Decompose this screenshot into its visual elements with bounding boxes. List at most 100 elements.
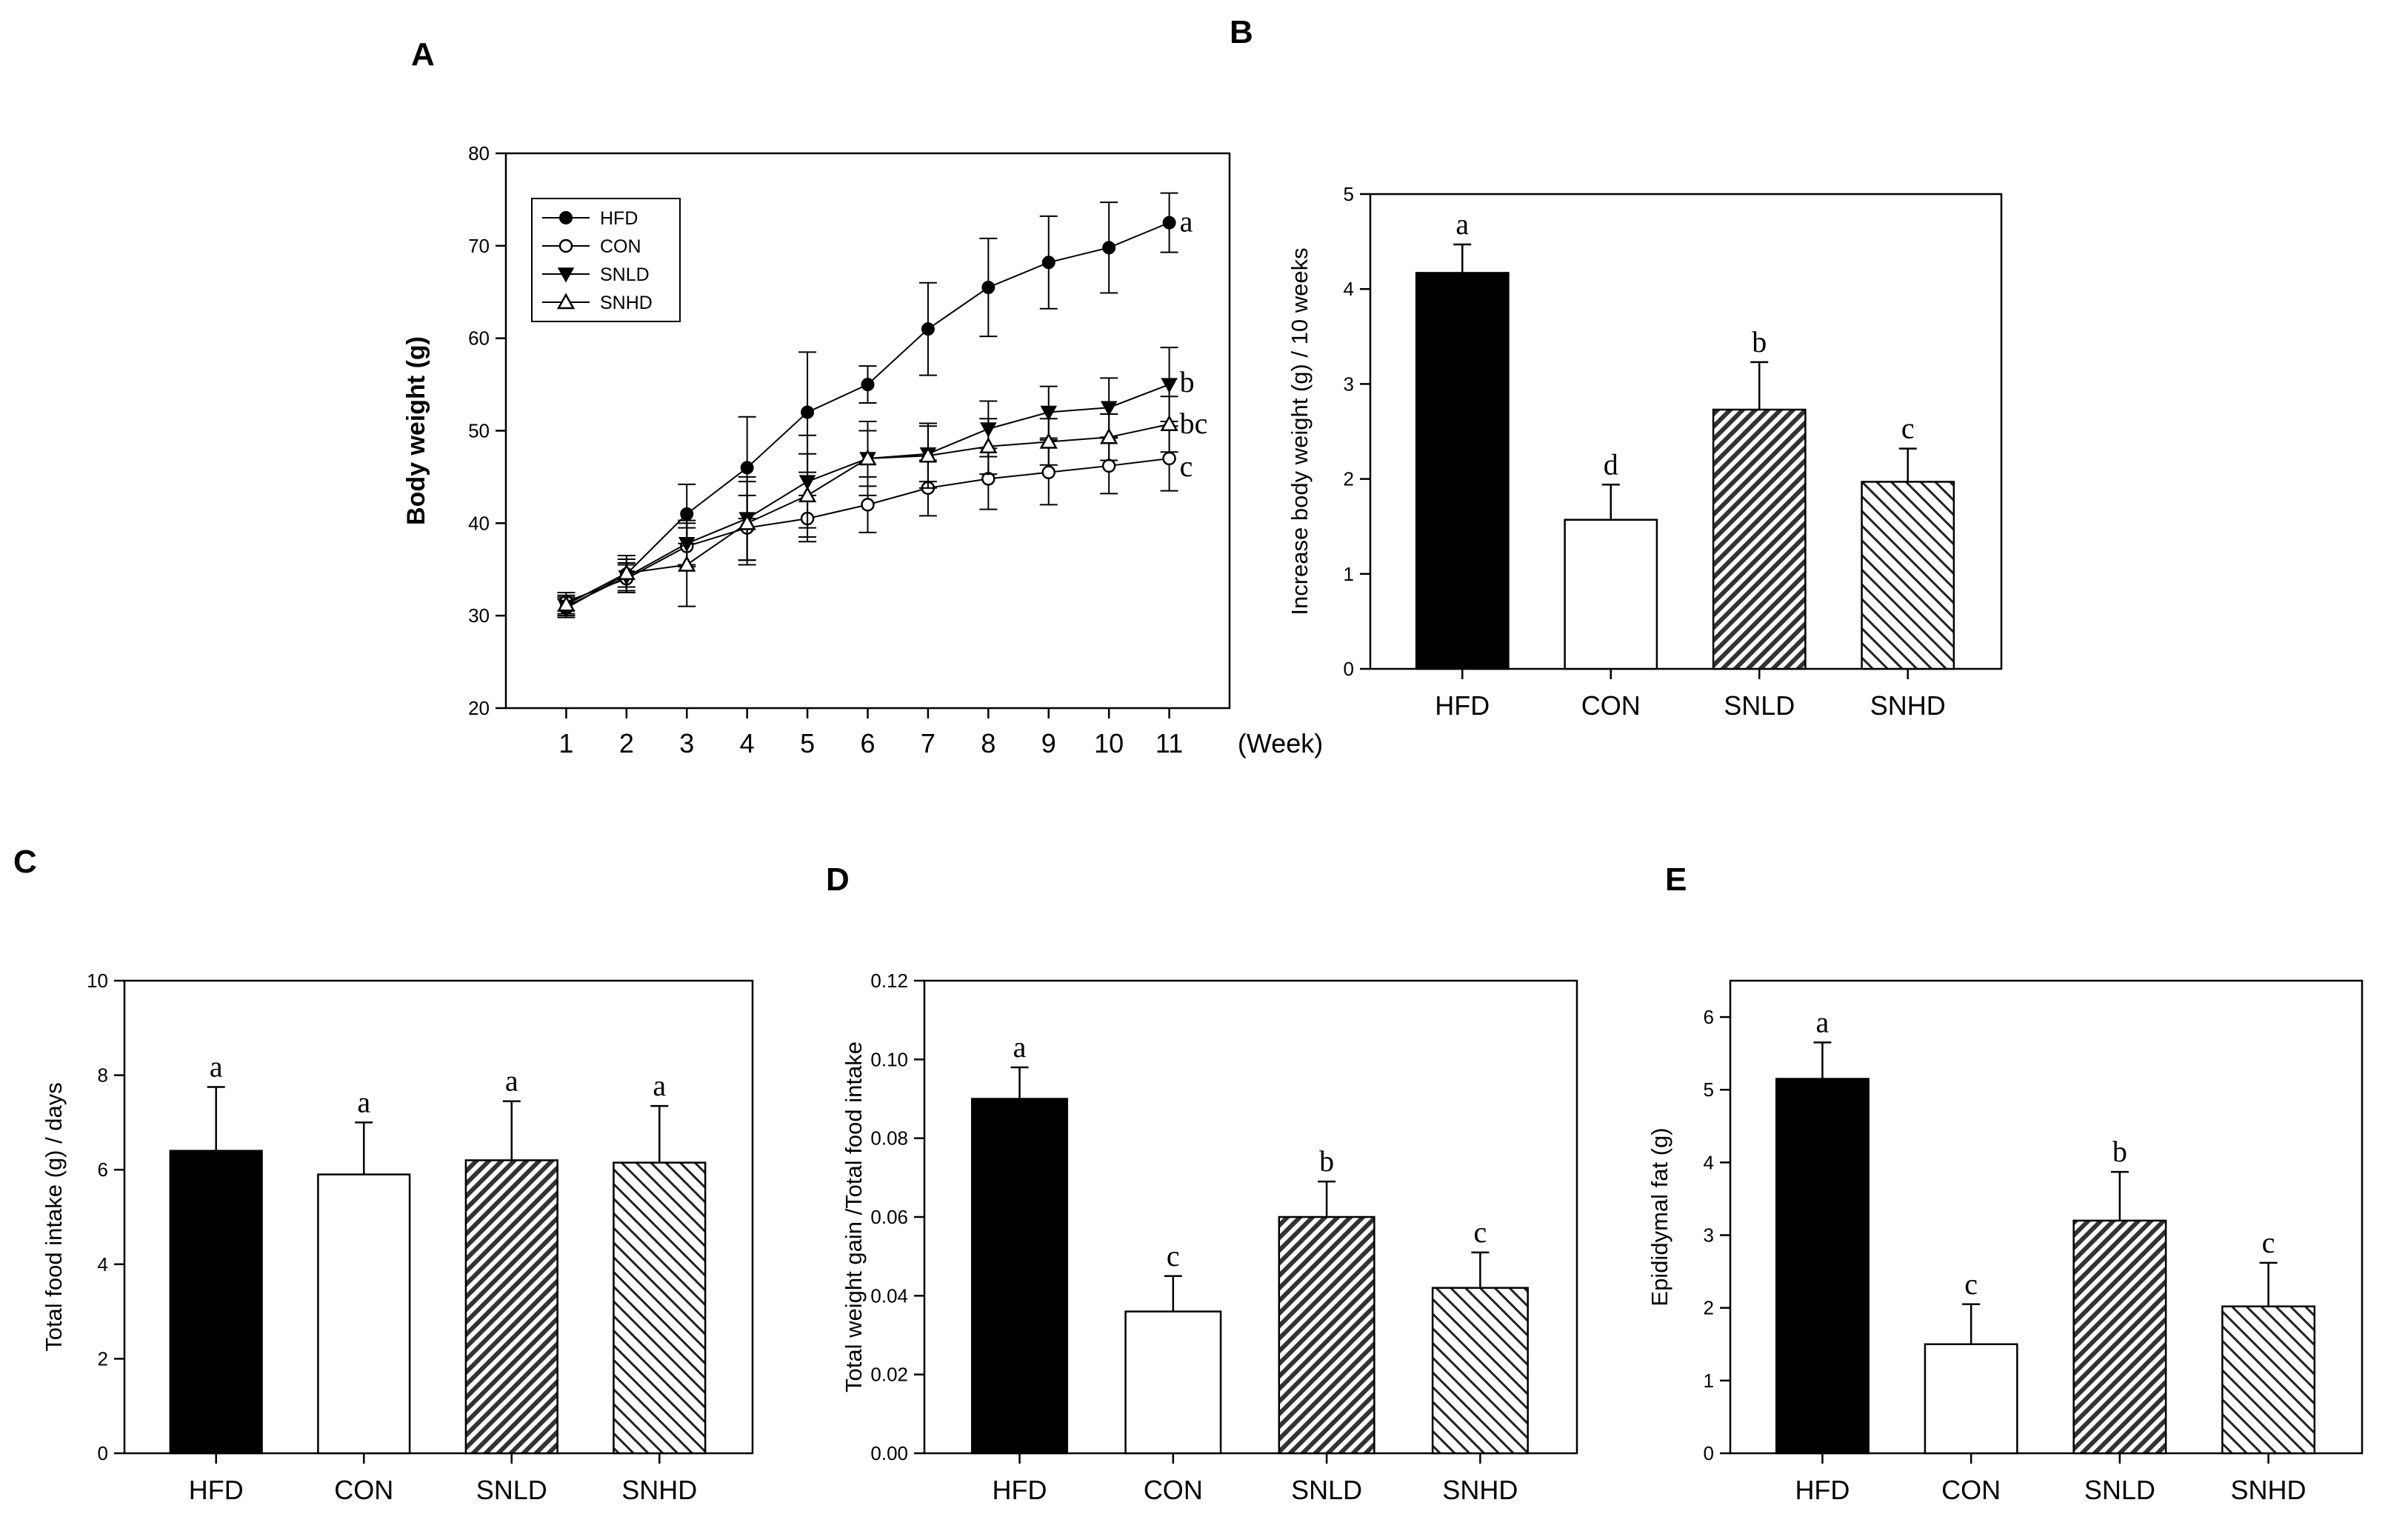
- category-label-C-HFD: HFD: [189, 1475, 244, 1505]
- sig-label-B-SNHD: c: [1901, 412, 1915, 445]
- legend-marker-SNLD: [557, 267, 575, 283]
- bar-E-SNLD: [2072, 1219, 2167, 1455]
- y-tick-label-E: 4: [1704, 1151, 1714, 1173]
- bar-B-HFD: [1415, 272, 1510, 670]
- legend-marker-CON: [558, 239, 573, 253]
- point-CON: [1041, 465, 1055, 479]
- bar-E-HFD: [1775, 1078, 1870, 1455]
- category-label-C-SNHD: SNHD: [621, 1475, 697, 1505]
- point-SNHD: [678, 555, 696, 572]
- bar-C-SNHD: [613, 1161, 707, 1455]
- y-tick-label-C: 2: [98, 1347, 108, 1370]
- category-label-B-CON: CON: [1581, 690, 1641, 721]
- plot-frame-C: [123, 979, 754, 1455]
- x-tick-label-A: 2: [619, 728, 634, 758]
- point-CON: [1162, 451, 1176, 466]
- plot-frame-B: [1369, 193, 2003, 670]
- bar-C-CON: [317, 1173, 411, 1455]
- bar-B-SNLD: [1712, 408, 1807, 670]
- point-SNHD: [557, 595, 576, 612]
- category-label-D-HFD: HFD: [993, 1475, 1047, 1505]
- y-tick-label-B: 4: [1344, 278, 1354, 300]
- y-tick-label-D: 0.06: [870, 1206, 908, 1228]
- y-tick-label-E: 2: [1704, 1297, 1714, 1319]
- point-HFD: [981, 281, 995, 295]
- y-tick-label-A: 60: [468, 327, 490, 350]
- point-CON: [1101, 458, 1116, 473]
- category-label-B-SNHD: SNHD: [1870, 690, 1946, 721]
- sig-label-C-SNLD: a: [505, 1064, 518, 1098]
- legend-label-HFD: HFD: [600, 208, 638, 229]
- legend-marker-HFD: [559, 211, 573, 224]
- bar-D-CON: [1124, 1310, 1222, 1455]
- y-tick-label-A: 40: [468, 512, 490, 534]
- y-tick-label-A: 80: [468, 142, 490, 164]
- panel-letter-D: D: [826, 861, 850, 898]
- point-SNLD: [1040, 405, 1058, 421]
- y-tick-label-C: 6: [98, 1158, 108, 1181]
- sig-label-SNHD: bc: [1180, 407, 1208, 440]
- x-tick-label-A: 6: [860, 728, 875, 758]
- point-SNHD: [979, 437, 998, 453]
- y-tick-label-D: 0.00: [870, 1442, 908, 1464]
- point-HFD: [921, 322, 935, 336]
- bar-D-SNLD: [1278, 1215, 1375, 1455]
- sig-label-D-SNLD: b: [1319, 1144, 1334, 1178]
- y-axis-label-E: Epididymal fat (g): [1647, 1127, 1672, 1306]
- bar-E-SNHD: [2221, 1305, 2316, 1455]
- sig-label-CON: c: [1180, 450, 1193, 483]
- category-label-C-SNLD: SNLD: [476, 1475, 547, 1505]
- point-CON: [861, 498, 875, 512]
- point-SNHD: [858, 449, 877, 466]
- y-tick-label-D: 0.08: [870, 1127, 908, 1150]
- legend-label-CON: CON: [600, 236, 641, 257]
- x-tick-label-A: 5: [800, 728, 815, 758]
- category-label-D-CON: CON: [1144, 1475, 1203, 1505]
- sig-label-B-HFD: a: [1455, 207, 1469, 241]
- y-tick-label-A: 50: [468, 420, 490, 442]
- sig-label-B-CON: d: [1604, 447, 1618, 481]
- y-tick-label-D: 0.02: [870, 1364, 908, 1386]
- y-tick-label-B: 1: [1344, 563, 1354, 585]
- legend-label-SNHD: SNHD: [600, 293, 653, 313]
- bar-C-SNLD: [464, 1159, 558, 1455]
- point-SNHD: [1160, 415, 1178, 432]
- x-tick-label-A: 8: [981, 728, 995, 758]
- chart-C: C 0 2 4 6 8 10 Total food intake (g) / days a HFD…: [13, 844, 754, 1505]
- chart-B: B 0 1 2 3 4 5 Increase body weight (g) / 10 wee…: [1230, 14, 2003, 721]
- legend-box-A: [531, 198, 681, 322]
- y-tick-label-E: 0: [1704, 1442, 1714, 1464]
- sig-label-C-SNHD: a: [653, 1069, 666, 1102]
- sig-label-C-CON: a: [357, 1085, 370, 1118]
- category-label-E-SNLD: SNLD: [2084, 1475, 2155, 1505]
- x-axis-label-A: (Week): [1238, 728, 1323, 758]
- bar-C-HFD: [169, 1150, 263, 1455]
- x-tick-label-A: 4: [740, 728, 755, 758]
- category-label-E-CON: CON: [1941, 1475, 2001, 1505]
- category-label-C-CON: CON: [334, 1475, 393, 1505]
- panel-letter-C: C: [13, 844, 37, 880]
- category-label-E-HFD: HFD: [1795, 1475, 1850, 1505]
- point-HFD: [801, 405, 815, 419]
- series-SNLD: b: [557, 347, 1195, 617]
- point-SNHD: [1039, 432, 1058, 449]
- x-tick-label-A: 11: [1155, 728, 1183, 758]
- y-tick-label-C: 0: [98, 1442, 108, 1464]
- point-SNHD: [918, 446, 938, 463]
- sig-label-B-SNLD: b: [1752, 325, 1767, 359]
- point-SNHD: [798, 486, 817, 503]
- point-HFD: [1102, 241, 1116, 255]
- series-HFD: a: [557, 192, 1193, 618]
- category-label-B-HFD: HFD: [1435, 690, 1490, 721]
- y-tick-label-D: 0.04: [870, 1284, 908, 1307]
- sig-label-D-HFD: a: [1013, 1030, 1027, 1064]
- y-tick-label-D: 0.12: [870, 970, 908, 992]
- y-tick-label-E: 6: [1704, 1006, 1714, 1028]
- legend-label-SNLD: SNLD: [600, 264, 650, 285]
- sig-label-E-CON: c: [1964, 1267, 1978, 1301]
- point-SNLD: [1161, 378, 1178, 393]
- legend-A: HFD CON SNLD SNHD: [531, 198, 681, 322]
- sig-label-E-SNLD: b: [2112, 1135, 2127, 1168]
- sig-label-D-SNHD: c: [1474, 1215, 1487, 1249]
- category-label-D-SNLD: SNLD: [1291, 1475, 1362, 1505]
